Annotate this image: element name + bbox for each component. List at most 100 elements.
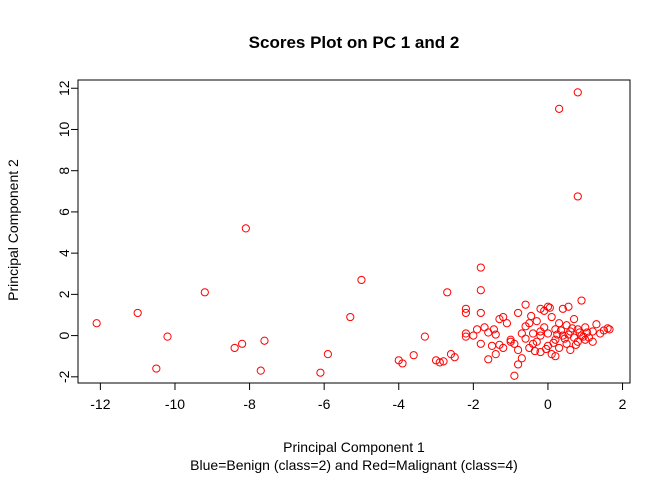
x-tick-label: 0 — [544, 396, 552, 412]
data-point — [551, 325, 560, 334]
x-tick-label: -10 — [165, 396, 185, 412]
x-tick-label: -6 — [318, 396, 331, 412]
data-point — [491, 330, 500, 339]
data-point — [476, 339, 485, 348]
data-point — [568, 324, 577, 333]
data-point — [398, 359, 407, 368]
data-point — [502, 319, 512, 328]
data-point — [540, 323, 549, 332]
data-point — [323, 350, 332, 359]
data-point — [566, 345, 575, 355]
data-point — [573, 88, 582, 97]
data-point — [230, 343, 239, 353]
data-point — [603, 324, 612, 333]
data-point — [420, 332, 429, 341]
data-point — [489, 325, 498, 334]
y-tick-label: 8 — [56, 167, 72, 175]
data-point — [517, 354, 526, 363]
data-point — [514, 308, 523, 318]
data-point — [592, 320, 601, 329]
data-point — [521, 334, 530, 343]
data-point — [551, 352, 560, 361]
x-tick-label: 2 — [619, 396, 627, 412]
x-tick-label: -4 — [393, 396, 406, 412]
data-point — [569, 315, 579, 324]
data-point — [583, 328, 592, 337]
y-tick-label: 10 — [56, 121, 72, 137]
data-point — [152, 364, 161, 373]
x-axis: -12 -10 -8 -6 -4 -2 0 2 — [90, 382, 627, 412]
data-point — [461, 329, 470, 338]
data-point — [573, 192, 582, 201]
data-point — [476, 308, 485, 318]
data-point — [476, 286, 485, 295]
data-point — [555, 343, 564, 353]
data-point — [558, 304, 567, 313]
data-point — [491, 350, 500, 359]
data-point — [510, 371, 519, 380]
y-tick-label: 4 — [56, 249, 72, 257]
data-point — [530, 346, 539, 356]
data-point — [564, 302, 573, 311]
data-point — [346, 312, 355, 322]
data-point — [517, 329, 526, 338]
data-point — [316, 368, 325, 377]
x-tick-label: -12 — [90, 396, 110, 412]
data-point — [439, 357, 448, 366]
data-point — [605, 325, 614, 334]
data-point — [495, 340, 504, 349]
data-point — [484, 355, 493, 364]
data-point — [443, 288, 452, 297]
data-point — [541, 344, 551, 354]
data-point — [555, 104, 564, 113]
data-point — [476, 263, 485, 272]
data-point — [450, 353, 459, 362]
data-point — [241, 224, 250, 233]
data-point — [92, 319, 101, 328]
y-tick-label: 0 — [56, 331, 72, 339]
data-point — [588, 327, 597, 336]
data-point — [547, 312, 556, 322]
y-tick-label: -2 — [56, 370, 72, 383]
data-point — [435, 358, 444, 367]
data-point — [555, 319, 564, 328]
x-axis-label: Principal Component 1 — [283, 439, 425, 455]
data-point — [514, 345, 523, 355]
data-point — [543, 302, 553, 311]
data-point — [238, 339, 247, 348]
data-point — [357, 275, 366, 285]
data-point — [163, 332, 172, 341]
data-point — [200, 288, 209, 297]
data-point — [499, 312, 508, 322]
y-tick-label: 2 — [56, 290, 72, 298]
data-point — [556, 326, 566, 335]
chart-title: Scores Plot on PC 1 and 2 — [249, 33, 460, 52]
data-point — [562, 339, 571, 348]
data-point — [510, 339, 519, 348]
data-point — [472, 325, 482, 334]
data-point — [581, 323, 590, 332]
data-point — [543, 329, 553, 338]
data-point — [536, 304, 545, 313]
data-point — [514, 360, 523, 369]
data-point — [487, 341, 497, 350]
data-point — [461, 304, 470, 313]
y-tick-label: 12 — [56, 80, 72, 96]
data-point — [521, 300, 530, 309]
x-tick-label: -8 — [243, 396, 256, 412]
data-point — [461, 308, 470, 318]
chart-subtitle: Blue=Benign (class=2) and Red=Malignant … — [190, 457, 518, 473]
data-point — [256, 366, 265, 375]
x-tick-label: -2 — [467, 396, 480, 412]
data-point — [564, 330, 573, 339]
y-axis-label: Principal Component 2 — [5, 159, 21, 301]
y-axis: -2 0 2 4 6 8 10 12 — [56, 80, 79, 383]
data-point — [532, 317, 541, 326]
data-point — [571, 340, 581, 349]
data-point — [588, 337, 597, 346]
data-points — [92, 88, 614, 380]
data-point — [469, 331, 478, 340]
data-point — [409, 351, 418, 360]
